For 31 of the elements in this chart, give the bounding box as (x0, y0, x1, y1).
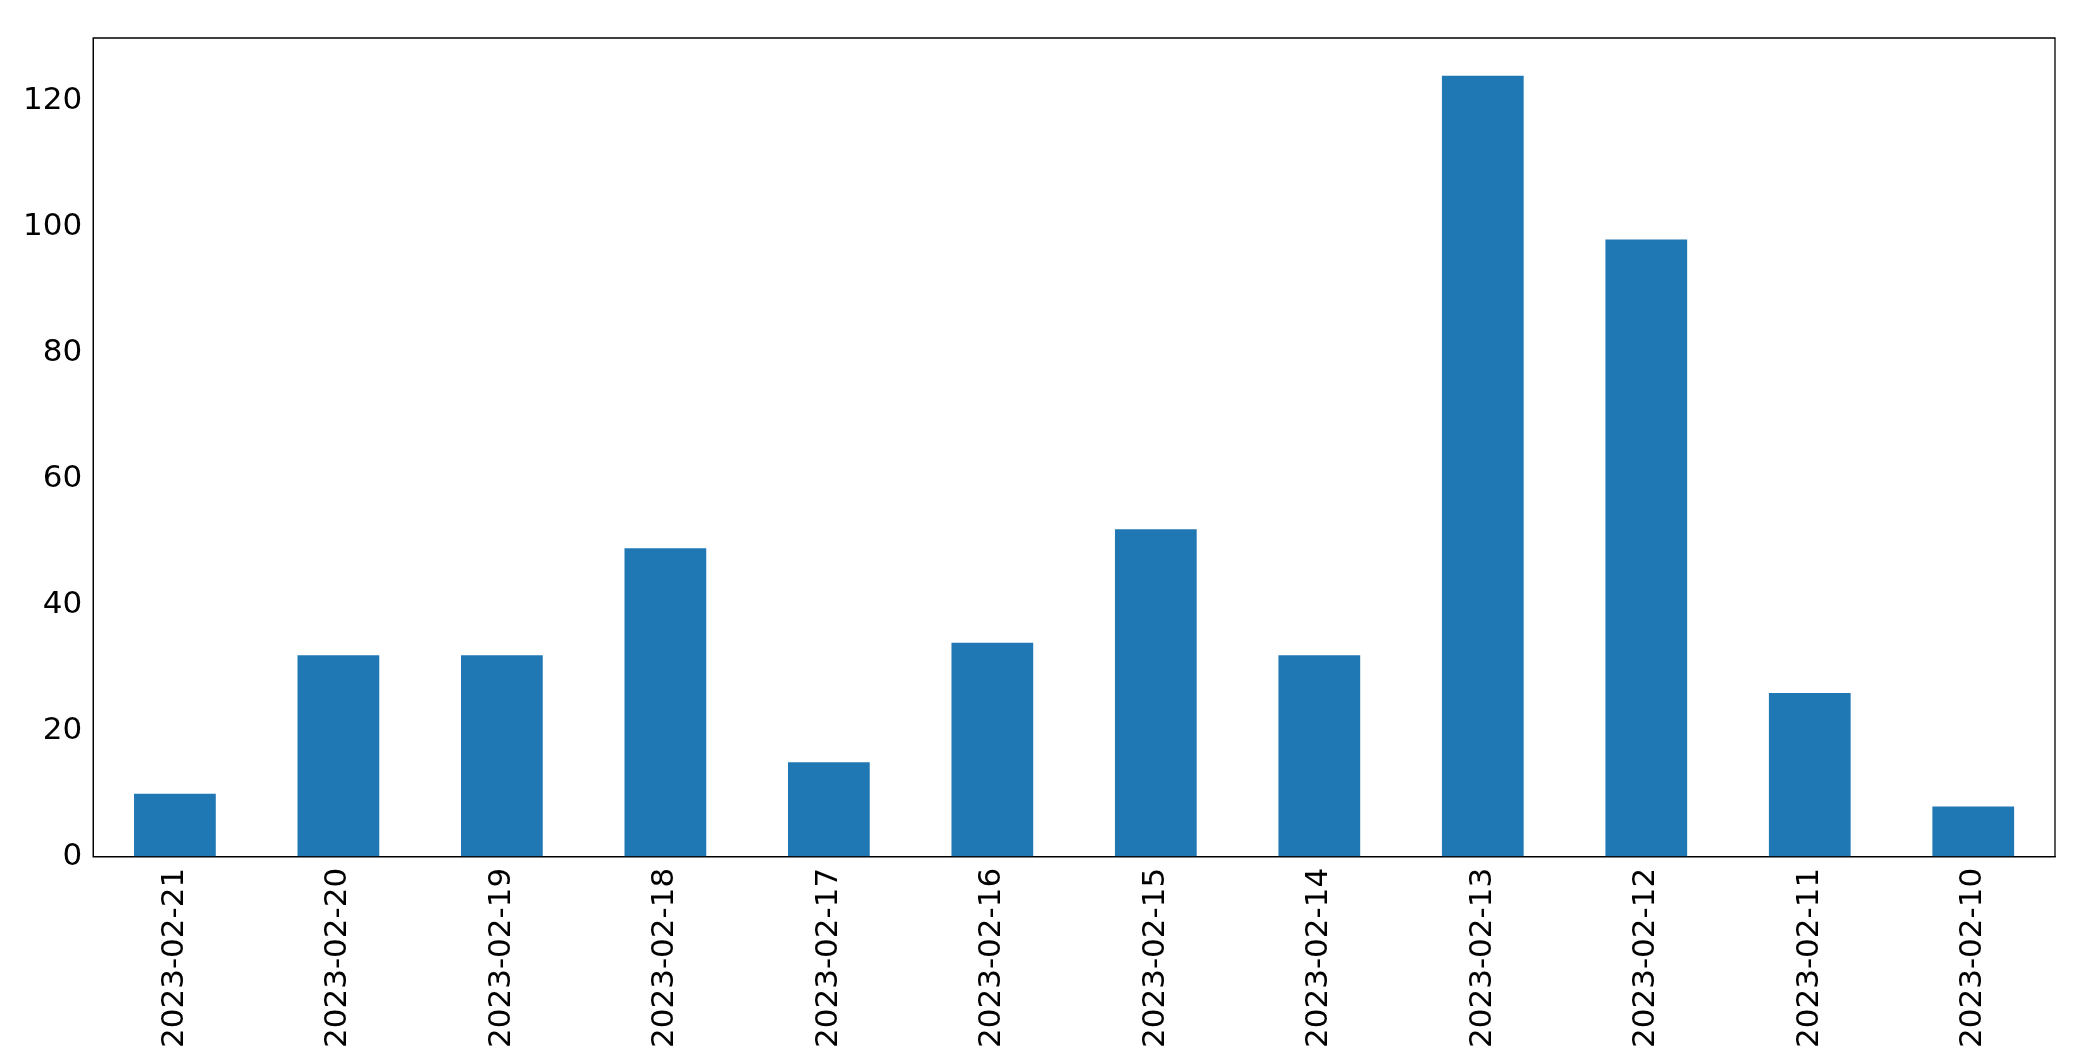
y-tick-label: 0 (62, 835, 83, 872)
y-tick-label: 80 (42, 331, 83, 368)
x-tick-label: 2023-02-11 (1788, 867, 1825, 1049)
bar (1278, 655, 1361, 857)
bar (624, 548, 707, 857)
x-tick-label: 2023-02-10 (1952, 867, 1989, 1049)
x-tick-label: 2023-02-20 (317, 867, 354, 1049)
bar (1114, 529, 1197, 857)
y-tick-label: 20 (42, 709, 83, 746)
y-tick-label: 40 (42, 583, 83, 620)
x-tick-label: 2023-02-18 (644, 867, 681, 1049)
bar (134, 793, 216, 857)
bar (787, 762, 870, 857)
y-tick-label: 100 (23, 206, 83, 243)
bar (461, 655, 543, 857)
bar (297, 655, 380, 857)
x-tick-label: 2023-02-15 (1134, 867, 1171, 1049)
x-tick-label: 2023-02-12 (1625, 867, 1662, 1049)
bar (1441, 75, 1524, 857)
bar (951, 642, 1034, 857)
y-tick-label: 120 (23, 80, 83, 117)
x-tick-label: 2023-02-19 (480, 867, 517, 1049)
x-tick-label: 2023-02-17 (807, 867, 844, 1049)
y-tick-label: 60 (42, 457, 83, 494)
bar (1768, 693, 1851, 857)
x-tick-label: 2023-02-13 (1461, 867, 1498, 1049)
bar (1605, 239, 1688, 857)
x-tick-label: 2023-02-21 (153, 867, 190, 1049)
x-tick-label: 2023-02-16 (971, 867, 1008, 1049)
x-tick-label: 2023-02-14 (1298, 867, 1335, 1049)
bar (1932, 806, 2015, 857)
